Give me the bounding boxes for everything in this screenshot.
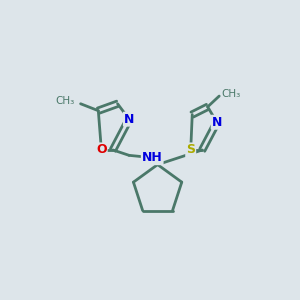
Text: CH₃: CH₃ (56, 96, 75, 106)
Text: O: O (96, 143, 107, 157)
Text: CH₃: CH₃ (221, 89, 241, 99)
Text: N: N (124, 113, 134, 126)
Text: N: N (212, 116, 222, 129)
Text: S: S (186, 143, 195, 157)
Text: NH: NH (142, 151, 163, 164)
